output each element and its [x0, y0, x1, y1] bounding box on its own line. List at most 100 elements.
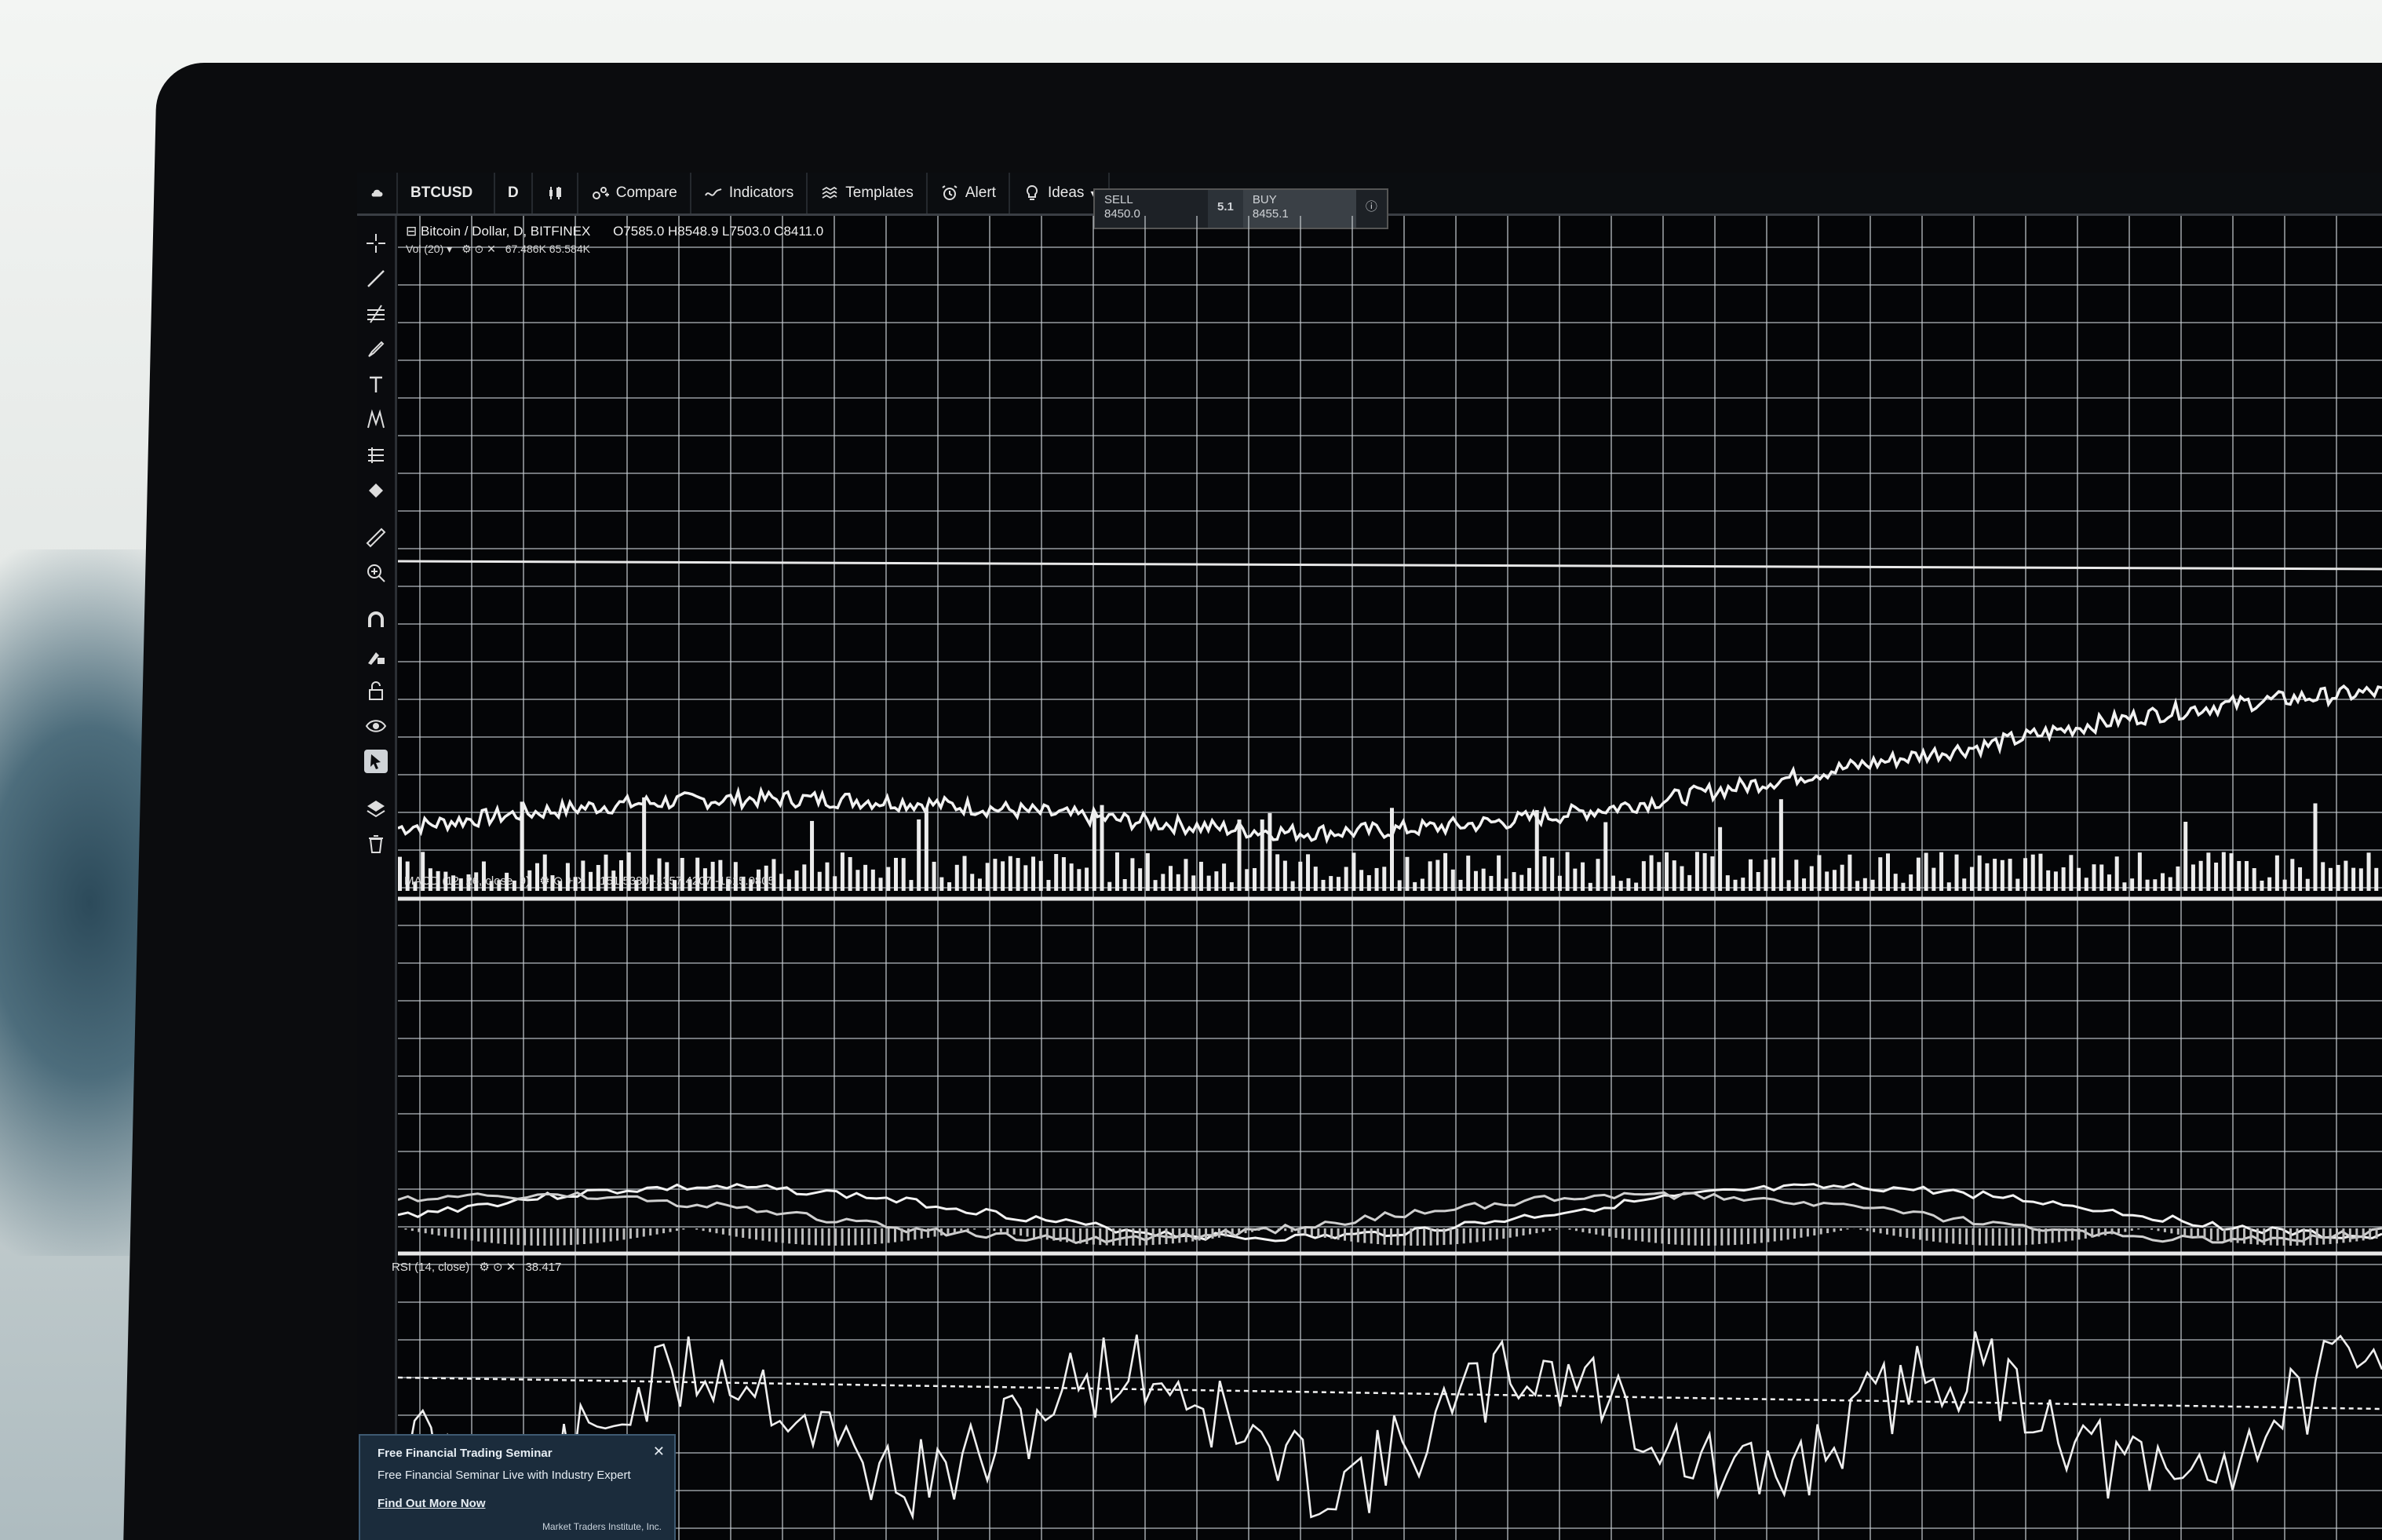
- buy-button[interactable]: BUY 8455.1: [1242, 190, 1356, 228]
- volume-bar: [1725, 875, 1730, 891]
- volume-bar: [1985, 863, 1990, 891]
- measure-tool[interactable]: [364, 443, 388, 467]
- zoom-tool[interactable]: [364, 561, 388, 585]
- chart-style-button[interactable]: [533, 173, 578, 213]
- macd-histogram-bar: [887, 1228, 890, 1243]
- alert-button[interactable]: Alert: [928, 173, 1010, 213]
- indicators-button[interactable]: Indicators: [691, 173, 808, 213]
- volume-bar: [1275, 854, 1280, 891]
- volume-bar: [451, 875, 456, 891]
- cloud-button[interactable]: [357, 173, 398, 213]
- volume-bar: [702, 868, 707, 891]
- macd-values: -151.5380 -1357.4207 -1515.0805: [596, 874, 775, 888]
- macd-histogram-bar: [1535, 1228, 1538, 1234]
- macd-histogram-bar: [2355, 1228, 2358, 1242]
- macd-histogram-bar: [1945, 1228, 1948, 1243]
- symbol-selector[interactable]: BTCUSD: [398, 173, 495, 213]
- magnet-tool[interactable]: [364, 608, 388, 632]
- macd-histogram-bar: [1390, 1228, 1392, 1246]
- fib-tool[interactable]: [364, 302, 388, 326]
- pattern-tool[interactable]: [364, 408, 388, 432]
- volume-bar: [2130, 878, 2135, 891]
- macd-histogram-bar: [939, 1228, 943, 1236]
- macd-histogram-bar: [1039, 1228, 1042, 1239]
- ad-link[interactable]: Find Out More Now: [378, 1497, 486, 1510]
- macd-histogram-bar: [483, 1228, 487, 1243]
- unlock-icon: [369, 681, 383, 700]
- interval-selector[interactable]: D: [495, 173, 533, 213]
- volume-bar: [1581, 862, 1585, 891]
- chevron-down-icon[interactable]: ▾: [447, 243, 453, 255]
- volume-bar: [1268, 812, 1272, 891]
- macd-histogram-bar: [1998, 1228, 2001, 1246]
- macd-settings-icon[interactable]: ⚙ ⊙ + ✕: [539, 874, 587, 888]
- volume-bar: [718, 859, 723, 891]
- settings-icon[interactable]: ⚙ ⊙ ✕: [461, 243, 496, 255]
- text-tool[interactable]: [364, 373, 388, 396]
- cursor-tool[interactable]: [364, 750, 388, 773]
- macd-histogram-bar: [1654, 1228, 1658, 1243]
- macd-histogram-bar: [827, 1228, 830, 1246]
- volume-bar: [1886, 853, 1890, 891]
- volume-label: Vol (20): [406, 243, 444, 255]
- volume-bar: [1817, 855, 1822, 891]
- trend-line-tool[interactable]: [364, 267, 388, 290]
- macd-histogram-bar: [1925, 1228, 1928, 1241]
- volume-bar: [1993, 859, 1997, 891]
- chart-canvas[interactable]: [396, 216, 2382, 1540]
- macd-histogram-bar: [603, 1228, 606, 1243]
- volume-bar: [1794, 859, 1799, 891]
- brush-tool[interactable]: [364, 338, 388, 361]
- indicators-label: Indicators: [728, 184, 794, 201]
- volume-bar: [726, 878, 731, 891]
- seminar-ad-popup[interactable]: Free Financial Trading Seminar Free Fina…: [359, 1434, 676, 1540]
- delete-tool[interactable]: [364, 832, 388, 856]
- volume-bar: [1756, 871, 1760, 891]
- macd-histogram-bar: [2110, 1228, 2114, 1235]
- macd-histogram-bar: [1753, 1228, 1756, 1244]
- visibility-tool[interactable]: [364, 714, 388, 738]
- rsi-settings-icon[interactable]: ⚙ ⊙ ✕: [479, 1261, 516, 1274]
- macd-histogram-bar: [1713, 1228, 1716, 1246]
- volume-bar: [993, 859, 998, 891]
- macd-histogram-bar: [1158, 1228, 1162, 1245]
- volume-bar: [405, 861, 410, 891]
- macd-histogram-bar: [576, 1228, 579, 1245]
- volume-bar: [1413, 881, 1417, 891]
- macd-histogram-bar: [1171, 1228, 1174, 1244]
- sell-button[interactable]: SELL 8450.0: [1095, 190, 1208, 228]
- volume-bar: [2328, 867, 2333, 891]
- macd-histogram-bar: [1449, 1228, 1452, 1245]
- compare-button[interactable]: Compare: [578, 173, 691, 213]
- volume-bar: [1085, 867, 1089, 891]
- close-icon[interactable]: ✕: [652, 1443, 665, 1459]
- templates-button[interactable]: Templates: [808, 173, 928, 213]
- volume-bar: [1100, 805, 1104, 891]
- macd-histogram-bar: [1410, 1228, 1413, 1246]
- sell-label: SELL: [1104, 193, 1133, 206]
- chart-area[interactable]: ⊟ Bitcoin / Dollar, D, BITFINEX O7585.0 …: [392, 216, 2382, 1540]
- volume-bar: [1519, 874, 1524, 891]
- quantity-button[interactable]: ⓘ: [1356, 190, 1387, 228]
- volume-bar: [535, 863, 540, 891]
- macd-histogram-bar: [1734, 1228, 1737, 1246]
- ruler-tool[interactable]: [364, 526, 388, 549]
- volume-bar: [2114, 856, 2119, 891]
- shapes-tool[interactable]: [364, 479, 388, 502]
- volume-bar: [2069, 855, 2074, 891]
- macd-histogram-bar: [1423, 1228, 1426, 1246]
- eye-icon: [365, 720, 387, 732]
- macd-histogram-bar: [682, 1228, 685, 1230]
- trade-panel: SELL 8450.0 5.1 BUY 8455.1 ⓘ: [1093, 188, 1388, 229]
- macd-histogram-bar: [801, 1228, 804, 1245]
- volume-bar: [1336, 877, 1341, 891]
- layers-tool[interactable]: [364, 797, 388, 820]
- macd-histogram-bar: [1330, 1228, 1333, 1239]
- compare-label: Compare: [615, 184, 677, 201]
- unlock-tool[interactable]: [364, 679, 388, 702]
- macd-histogram-bar: [1205, 1228, 1208, 1240]
- lock-drawings-tool[interactable]: [364, 644, 388, 667]
- crosshair-tool[interactable]: [364, 232, 388, 255]
- collapse-icon[interactable]: ⊟: [406, 224, 418, 239]
- volume-bar: [1680, 866, 1684, 891]
